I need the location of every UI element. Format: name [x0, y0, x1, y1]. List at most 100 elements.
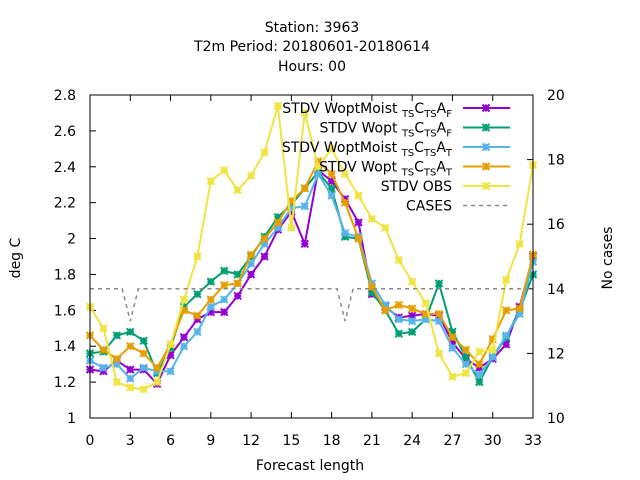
data-point: [193, 289, 202, 299]
data-point: [434, 316, 444, 326]
data-point: [139, 349, 148, 358]
data-point: [99, 324, 108, 333]
data-point: [233, 279, 242, 288]
data-point: [448, 343, 457, 353]
data-point: [193, 311, 202, 320]
data-point: [112, 331, 122, 340]
data-point: [152, 377, 162, 387]
y-tick-label: 2: [67, 232, 76, 248]
data-point: [407, 327, 417, 337]
chart-title-line-2: T2m Period: 20180601-20180614: [193, 39, 430, 55]
legend-label: STDV Wopt TSCTSAT: [319, 160, 453, 179]
series-3: [85, 157, 538, 372]
data-point: [206, 277, 216, 286]
y-tick-label: 1.2: [54, 375, 76, 391]
legend-marker: [481, 181, 491, 191]
data-point: [126, 383, 135, 392]
legend-label: STDV WoptMoist TSCTSAT: [282, 140, 453, 159]
y2-tick-label: 10: [547, 411, 565, 427]
legend-marker: [481, 142, 491, 152]
data-point: [179, 342, 189, 351]
data-point: [327, 144, 336, 154]
chart-title-line-1: Station: 3963: [265, 20, 360, 36]
data-point: [166, 367, 175, 376]
data-point: [99, 345, 108, 355]
data-point: [126, 327, 135, 337]
data-point: [501, 275, 511, 285]
y2-tick-label: 16: [547, 217, 565, 233]
legend-marker: [481, 162, 491, 171]
x-tick-label: 21: [363, 433, 381, 449]
data-point: [233, 291, 242, 301]
data-point: [314, 162, 323, 171]
series-line: [89, 159, 534, 370]
data-point: [461, 368, 471, 378]
x-tick-label: 12: [242, 433, 260, 449]
series-line-cases: [90, 288, 533, 322]
data-point: [515, 239, 524, 249]
data-point: [488, 352, 497, 362]
data-point: [327, 169, 336, 179]
y2-tick-label: 14: [547, 282, 565, 298]
legend-label: STDV Wopt TSCTSAF: [320, 121, 453, 140]
data-point: [381, 223, 390, 232]
data-point: [354, 191, 363, 200]
data-point: [220, 295, 229, 304]
data-point: [475, 370, 484, 380]
data-point: [220, 281, 229, 290]
y-tick-label: 1.8: [54, 267, 76, 283]
data-point: [233, 185, 242, 195]
data-point: [448, 333, 457, 342]
chart-title-line-3: Hours: 00: [278, 59, 346, 75]
data-point: [354, 218, 363, 227]
data-point: [246, 270, 256, 279]
series-line: [89, 171, 534, 380]
data-point: [260, 252, 269, 261]
data-point: [139, 336, 148, 346]
data-point: [206, 176, 216, 186]
data-point: [407, 316, 417, 326]
data-point: [354, 234, 363, 243]
data-point: [99, 363, 108, 372]
data-point: [394, 329, 403, 338]
data-point: [179, 295, 189, 304]
data-point: [475, 347, 484, 356]
x-tick-label: 6: [166, 433, 175, 449]
axis-ticks: 0 3 6 9 12 15 18 21 24 27 30 33 1 1.2 1.4 1.6 1.8 2 2.2 2.4…: [54, 88, 565, 449]
data-point: [126, 365, 135, 374]
data-point: [475, 377, 484, 387]
y2-tick-label: 18: [547, 153, 565, 169]
data-point: [139, 363, 148, 372]
data-point: [461, 352, 471, 362]
data-point: [246, 171, 256, 180]
data-point: [220, 166, 229, 175]
x-tick-label: 3: [126, 433, 135, 449]
legend-entry: STDV OBS: [381, 179, 510, 195]
legend-label: STDV WoptMoist TSCTSAF: [282, 101, 452, 120]
data-point: [220, 266, 229, 276]
y-tick-label: 2.2: [54, 196, 76, 212]
data-point: [434, 349, 444, 358]
y2-axis-label: No cases: [600, 227, 616, 290]
data-point: [407, 304, 417, 313]
y-tick-label: 2.4: [54, 160, 76, 176]
legend-label: STDV OBS: [381, 179, 452, 195]
data-point: [260, 148, 269, 157]
data-point: [206, 295, 216, 304]
series-line: [89, 105, 534, 391]
data-point: [461, 359, 471, 369]
x-tick-label: 0: [86, 433, 95, 449]
x-tick-label: 30: [484, 433, 502, 449]
data-point: [220, 307, 229, 317]
data-point: [179, 333, 189, 342]
data-point: [314, 169, 323, 179]
data-point: [126, 342, 135, 351]
legend-entry: CASES: [406, 199, 510, 215]
data-point: [501, 306, 511, 315]
data-point: [340, 198, 350, 207]
x-tick-label: 9: [206, 433, 215, 449]
legend-entry: STDV WoptMoist TSCTSAF: [282, 101, 510, 120]
y-tick-label: 1.6: [54, 303, 76, 319]
data-point: [300, 202, 309, 211]
